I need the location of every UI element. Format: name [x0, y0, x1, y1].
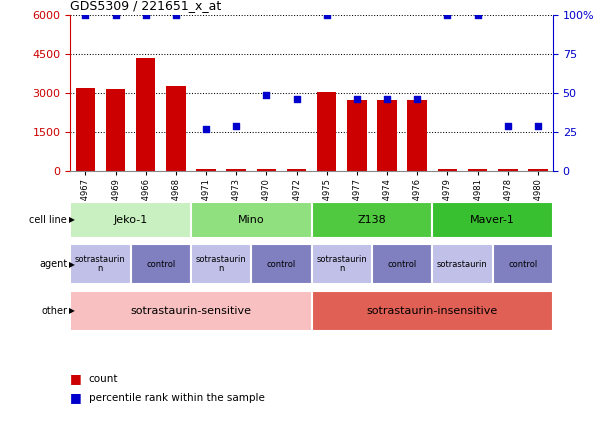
- Text: ▶: ▶: [69, 215, 75, 225]
- Bar: [191, 244, 251, 284]
- Text: GDS5309 / 221651_x_at: GDS5309 / 221651_x_at: [70, 0, 222, 12]
- Text: sotrastaurin-sensitive: sotrastaurin-sensitive: [130, 306, 252, 316]
- Text: Z138: Z138: [357, 215, 386, 225]
- Bar: [312, 244, 372, 284]
- Bar: [191, 202, 312, 238]
- Point: [262, 91, 271, 98]
- Bar: [257, 169, 276, 171]
- Point: [322, 11, 332, 18]
- Text: control: control: [387, 260, 417, 269]
- Text: Mino: Mino: [238, 215, 265, 225]
- Text: percentile rank within the sample: percentile rank within the sample: [89, 393, 265, 403]
- Text: agent: agent: [39, 259, 67, 269]
- Text: count: count: [89, 374, 118, 384]
- Point: [141, 11, 150, 18]
- Bar: [106, 89, 125, 171]
- Text: sotrastaurin: sotrastaurin: [437, 260, 488, 269]
- Bar: [312, 202, 433, 238]
- Point: [442, 11, 452, 18]
- Text: ▶: ▶: [69, 306, 75, 316]
- Bar: [468, 169, 488, 171]
- Bar: [227, 169, 246, 171]
- Point: [473, 11, 483, 18]
- Bar: [372, 244, 433, 284]
- Bar: [408, 99, 427, 171]
- Text: ■: ■: [70, 372, 82, 385]
- Bar: [433, 202, 553, 238]
- Text: control: control: [146, 260, 175, 269]
- Text: control: control: [508, 260, 538, 269]
- Text: sotrastaurin
n: sotrastaurin n: [196, 255, 246, 273]
- Bar: [251, 244, 312, 284]
- Point: [503, 123, 513, 129]
- Bar: [131, 244, 191, 284]
- Point: [171, 11, 181, 18]
- Text: other: other: [41, 306, 67, 316]
- Bar: [312, 291, 553, 331]
- Bar: [76, 88, 95, 171]
- Bar: [166, 86, 186, 171]
- Point: [291, 96, 301, 103]
- Bar: [498, 169, 518, 171]
- Bar: [528, 169, 547, 171]
- Point: [533, 123, 543, 129]
- Point: [382, 96, 392, 103]
- Point: [232, 123, 241, 129]
- Text: sotrastaurin
n: sotrastaurin n: [75, 255, 126, 273]
- Text: ▶: ▶: [69, 260, 75, 269]
- Point: [111, 11, 120, 18]
- Bar: [347, 99, 367, 171]
- Bar: [433, 244, 492, 284]
- Point: [412, 96, 422, 103]
- Text: cell line: cell line: [29, 215, 67, 225]
- Point: [201, 126, 211, 132]
- Bar: [196, 169, 216, 171]
- Bar: [287, 169, 306, 171]
- Bar: [70, 291, 312, 331]
- Text: Jeko-1: Jeko-1: [114, 215, 148, 225]
- Text: sotrastaurin
n: sotrastaurin n: [316, 255, 367, 273]
- Point: [81, 11, 90, 18]
- Bar: [70, 202, 191, 238]
- Bar: [492, 244, 553, 284]
- Point: [352, 96, 362, 103]
- Bar: [377, 99, 397, 171]
- Text: Maver-1: Maver-1: [470, 215, 515, 225]
- Bar: [437, 169, 457, 171]
- Bar: [70, 244, 131, 284]
- Text: sotrastaurin-insensitive: sotrastaurin-insensitive: [367, 306, 498, 316]
- Bar: [317, 92, 337, 171]
- Text: ■: ■: [70, 391, 82, 404]
- Text: control: control: [267, 260, 296, 269]
- Bar: [136, 58, 155, 171]
